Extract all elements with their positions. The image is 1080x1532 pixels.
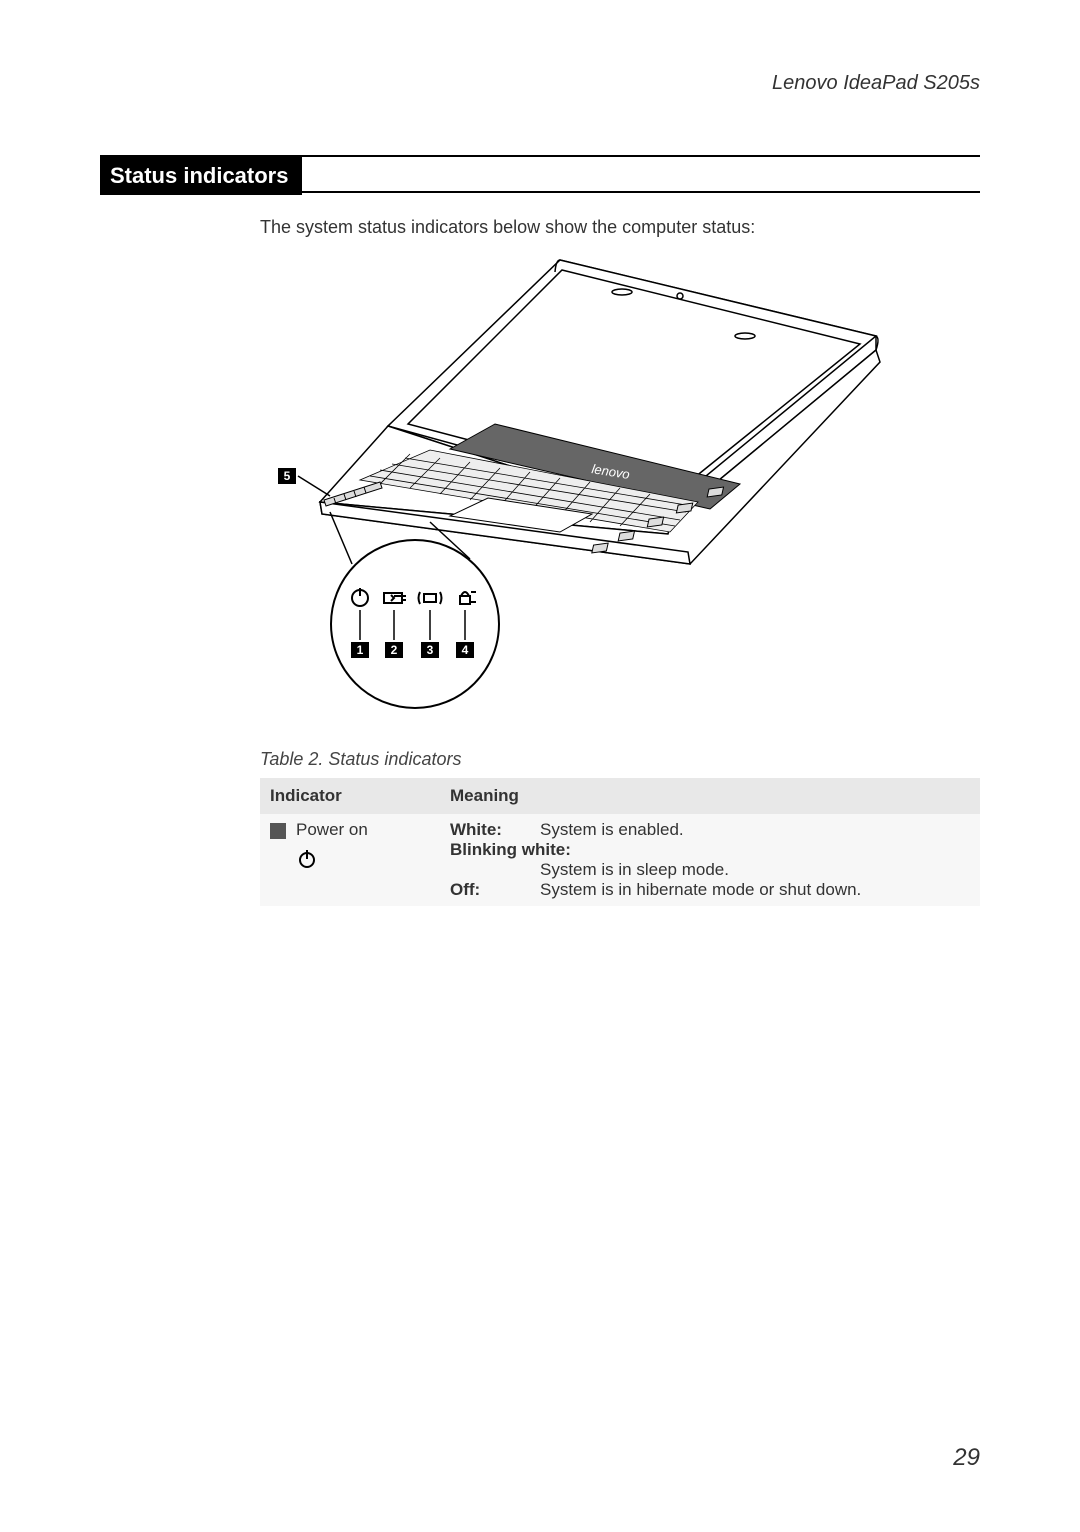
indicator-name: Power on (296, 820, 368, 840)
col-indicator: Indicator (260, 778, 440, 814)
meaning-state: Off: (450, 880, 540, 900)
meaning-desc: System is in hibernate mode or shut down… (540, 880, 861, 900)
meaning-state: Blinking white: (450, 840, 571, 860)
section-rule: Status indicators (100, 155, 980, 193)
svg-text:4: 4 (462, 643, 469, 657)
table-caption: Table 2. Status indicators (260, 749, 980, 770)
meaning-desc: System is enabled. (540, 820, 684, 840)
meaning-desc: System is in sleep mode. (540, 860, 729, 880)
laptop-diagram: lenovo (260, 254, 980, 719)
indicators-table: Indicator Meaning Power on (260, 778, 980, 906)
table-row: Power on White: System is enabled. (260, 814, 980, 906)
svg-text:2: 2 (391, 643, 398, 657)
product-header: Lenovo IdeaPad S205s (100, 72, 980, 95)
meaning-state: White: (450, 820, 540, 840)
col-meaning: Meaning (440, 778, 980, 814)
intro-text: The system status indicators below show … (260, 217, 980, 238)
table-header-row: Indicator Meaning (260, 778, 980, 814)
svg-text:3: 3 (427, 643, 434, 657)
row-marker (270, 823, 286, 839)
svg-text:5: 5 (284, 469, 291, 483)
svg-text:1: 1 (357, 643, 364, 657)
page-number: 29 (953, 1444, 980, 1472)
section-title: Status indicators (100, 157, 302, 195)
power-icon (296, 848, 368, 875)
